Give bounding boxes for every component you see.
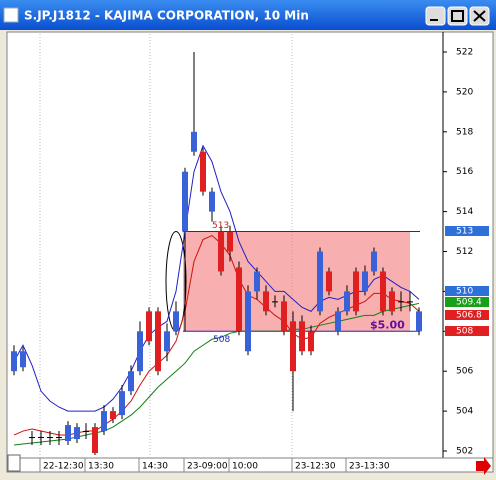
candle-body <box>398 301 404 303</box>
y-tick-label: 512 <box>456 247 473 257</box>
candle-body <box>74 427 80 440</box>
candle-body <box>182 171 188 232</box>
candle-body <box>245 291 251 352</box>
zone-size-label: $5.00 <box>370 318 405 331</box>
candle-body <box>335 311 341 332</box>
y-tick-label: 522 <box>456 48 473 58</box>
candle-body <box>371 251 377 272</box>
moving-average-line <box>13 144 420 412</box>
candle-body <box>344 291 350 312</box>
candle-body <box>200 151 206 192</box>
candle-body <box>92 427 98 453</box>
candle-body <box>299 321 305 352</box>
candle-body <box>173 311 179 332</box>
candle-body <box>407 301 413 303</box>
x-tick-label: 13:30 <box>88 462 114 472</box>
title-bar <box>0 0 496 30</box>
candle-body <box>146 311 152 342</box>
zone-low-label: 508 <box>213 335 230 345</box>
candle-body <box>29 437 35 439</box>
candle-body <box>128 371 134 392</box>
y-tick-label: 518 <box>456 127 473 137</box>
candle-body <box>263 291 269 312</box>
price-badge <box>445 286 489 296</box>
y-tick-label: 520 <box>456 87 473 97</box>
price-badge-label: 510 <box>456 287 473 297</box>
candle-body <box>290 321 296 372</box>
candle-body <box>254 271 260 292</box>
candle-body <box>281 301 287 332</box>
candle-body <box>56 437 62 439</box>
maximize-button[interactable] <box>447 6 468 26</box>
candle-body <box>11 351 17 372</box>
candle-body <box>38 437 44 439</box>
x-tick-label: 23-09:00 <box>187 462 228 472</box>
target-zone <box>183 231 410 332</box>
x-tick-label: 10:00 <box>232 462 258 472</box>
candle-body <box>101 411 107 432</box>
candle-body <box>308 331 314 352</box>
y-tick-label: 506 <box>456 367 473 377</box>
price-badge-label: 509.4 <box>456 298 482 308</box>
candle-body <box>380 271 386 312</box>
candle-body <box>137 331 143 372</box>
price-badge <box>445 310 489 320</box>
x-tick-label: 22-12:30 <box>43 462 84 472</box>
price-badge <box>445 226 489 236</box>
candle-body <box>83 431 89 433</box>
window-icon <box>3 7 19 23</box>
x-tick-label: 23-13:30 <box>349 462 390 472</box>
price-badge <box>445 326 489 336</box>
scroll-right-arrow[interactable] <box>476 457 491 475</box>
candle-body <box>416 311 422 332</box>
moving-average-line <box>13 234 420 436</box>
candle-body <box>110 411 116 420</box>
candle-body <box>47 437 53 439</box>
moving-average-line <box>13 302 420 446</box>
candle-body <box>191 131 197 152</box>
y-tick-label: 516 <box>456 167 473 177</box>
candle-body <box>317 251 323 312</box>
candle-body <box>65 425 71 442</box>
candle-body <box>362 271 368 292</box>
candle-body <box>155 311 161 372</box>
y-tick-label: 504 <box>456 407 473 417</box>
candle-body <box>272 301 278 303</box>
minimize-button[interactable] <box>425 6 446 26</box>
price-badge-label: 506.8 <box>456 311 482 321</box>
candle-body <box>236 267 242 332</box>
close-button[interactable] <box>469 6 490 26</box>
candle-body <box>164 331 170 352</box>
candle-body <box>119 391 125 416</box>
candle-body <box>227 231 233 252</box>
price-badge-label: 508 <box>456 327 473 337</box>
candle-body <box>389 291 395 312</box>
time-axis <box>6 457 494 473</box>
candle-body <box>218 231 224 272</box>
window-title: S.JP.J1812 - KAJIMA CORPORATION, 10 Min <box>24 9 309 23</box>
zone-high-label: 513 <box>212 221 229 231</box>
scroll-box[interactable] <box>7 454 21 472</box>
y-tick-label: 514 <box>456 207 473 217</box>
x-tick-label: 14:30 <box>142 462 168 472</box>
candle-body <box>209 191 215 212</box>
y-tick-label: 502 <box>456 447 473 457</box>
x-tick-label: 23-12:30 <box>295 462 336 472</box>
candle-body <box>20 351 26 368</box>
price-badge-label: 513 <box>456 227 473 237</box>
price-badge <box>445 297 489 307</box>
candle-body <box>326 271 332 292</box>
candle-body <box>353 271 359 312</box>
